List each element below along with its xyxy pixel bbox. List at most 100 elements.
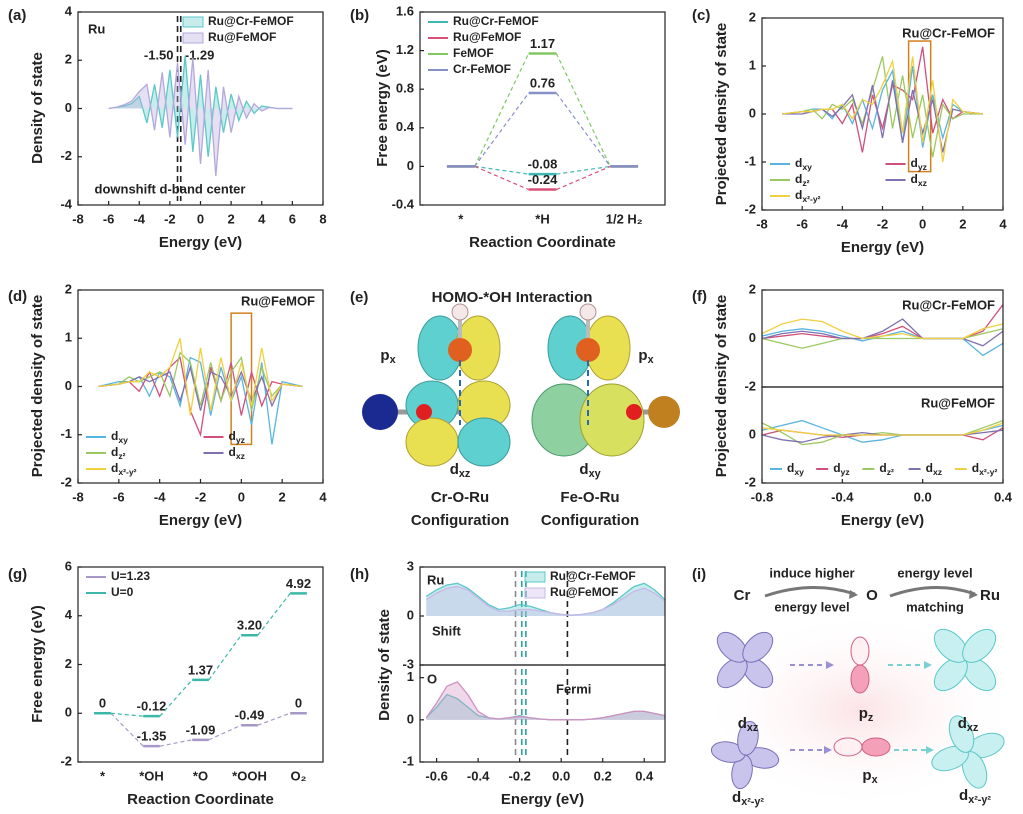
legend-label: Cr-FeMOF xyxy=(453,62,511,76)
y-axis-label: Density of state xyxy=(376,609,393,721)
x-tick-label: 0.4 xyxy=(994,489,1013,504)
area xyxy=(426,583,665,616)
x-tick-label: -2 xyxy=(195,489,207,504)
x-tick-label: -0.4 xyxy=(467,768,490,783)
y-tick-label: 0.8 xyxy=(396,81,414,96)
value-label: -0.24 xyxy=(528,172,558,187)
y-tick-label: 0 xyxy=(749,330,756,345)
x-tick-label: -8 xyxy=(72,489,84,504)
y-tick-label: 1 xyxy=(65,330,72,345)
y-tick-label: 4 xyxy=(65,607,73,622)
config-name: Fe-O-Ru xyxy=(560,489,619,506)
y-tick-label: -2 xyxy=(744,378,756,393)
plot-frame xyxy=(419,11,666,206)
connector xyxy=(110,712,144,717)
value-label: 1.17 xyxy=(530,36,555,51)
orbital xyxy=(710,720,780,790)
x-tick-label: -2 xyxy=(877,216,889,231)
y-tick-label: 0 xyxy=(65,378,72,393)
plot-frame xyxy=(77,566,324,763)
x-tick-label: -8 xyxy=(72,211,84,226)
orbital-label: dxy xyxy=(579,461,600,480)
y-tick-label: 2 xyxy=(749,9,756,24)
y-tick-label: 3 xyxy=(407,558,414,573)
value-label: 1.37 xyxy=(188,662,213,677)
y-tick-label: -2 xyxy=(60,148,72,163)
value-label: -1.09 xyxy=(186,722,216,737)
orbital-label: px xyxy=(380,347,395,366)
legend-label: Ru@FeMOF xyxy=(208,30,276,44)
y-tick-label: 4 xyxy=(65,3,73,18)
legend-label: dxy xyxy=(111,429,128,445)
value-label: -0.49 xyxy=(235,708,265,723)
atom-label: Cr xyxy=(734,587,751,604)
legend-label: dx²-y² xyxy=(795,188,821,204)
x-tick-label: 1/2 H₂ xyxy=(606,211,643,226)
x-tick-label: 2 xyxy=(959,216,966,231)
plot-frame xyxy=(761,386,1004,484)
x-axis-label: Reaction Coordinate xyxy=(469,234,616,251)
series-line xyxy=(98,338,303,416)
x-tick-label: *O xyxy=(193,768,208,783)
x-tick-label: -0.6 xyxy=(425,768,447,783)
y-axis-label: Projected density of state xyxy=(29,295,46,478)
y-tick-label: 0 xyxy=(407,158,414,173)
orbital-label: px xyxy=(638,347,653,366)
orbital xyxy=(716,631,774,689)
x-tick-label: 0.4 xyxy=(635,768,654,783)
series-line xyxy=(761,318,1004,340)
x-tick-label: 0 xyxy=(197,211,204,226)
y-tick-label: 0.4 xyxy=(396,119,415,134)
plot-frame xyxy=(419,664,666,763)
y-tick-label: 0 xyxy=(749,426,756,441)
series-line xyxy=(761,422,1004,436)
x-tick-label: -0.8 xyxy=(751,489,773,504)
panel-label: (a) xyxy=(8,7,26,24)
legend-label: dx²-y² xyxy=(111,461,137,477)
x-tick-label: *OOH xyxy=(232,768,267,783)
connector xyxy=(474,165,529,175)
orbital xyxy=(850,636,870,694)
y-axis-label: Free energy (eV) xyxy=(374,49,391,167)
annotation: Ru@Cr-FeMOF xyxy=(902,297,995,312)
left-structure xyxy=(362,303,511,467)
annotation: Fermi xyxy=(556,681,591,696)
annotation: Ru xyxy=(88,21,105,36)
x-tick-label: 0 xyxy=(919,216,926,231)
right-structure xyxy=(531,303,680,457)
connector xyxy=(474,165,529,191)
config-subtitle: Configuration xyxy=(411,512,509,529)
y-tick-label: 2 xyxy=(65,656,72,671)
y-tick-label: -4 xyxy=(60,196,72,211)
legend-swatch xyxy=(182,32,204,44)
area xyxy=(108,57,293,177)
y-tick-label: 1.6 xyxy=(396,3,414,18)
y-tick-label: -2 xyxy=(744,474,756,489)
x-tick-label: -6 xyxy=(103,211,115,226)
legend-label: dz² xyxy=(879,461,894,477)
plot-frame xyxy=(77,289,324,484)
series-line xyxy=(425,681,666,721)
legend-label: dx²-y² xyxy=(972,461,998,477)
connector xyxy=(208,634,242,681)
y-tick-label: 2 xyxy=(65,52,72,67)
series-line xyxy=(425,582,666,616)
y-axis-label: Density of state xyxy=(29,52,46,164)
legend-label: dz² xyxy=(111,445,126,461)
series-line xyxy=(761,328,1004,357)
x-tick-label: -4 xyxy=(154,489,166,504)
connector xyxy=(556,165,611,191)
y-tick-label: -1 xyxy=(744,153,756,168)
x-tick-label: -4 xyxy=(133,211,145,226)
y-tick-label: 0 xyxy=(407,607,414,622)
x-tick-label: -4 xyxy=(837,216,849,231)
legend-label: dyz xyxy=(229,429,245,445)
panel-e: (e) HOMO-*OH Interaction xyxy=(350,289,680,529)
x-axis-label: Reaction Coordinate xyxy=(127,791,274,808)
step-text: energy level xyxy=(774,599,849,614)
legend-label: Ru@Cr-FeMOF xyxy=(550,569,636,583)
step-text: matching xyxy=(906,599,964,614)
annotation: Shift xyxy=(432,623,462,638)
y-tick-label: -0.4 xyxy=(392,196,415,211)
annotation: Ru@FeMOF xyxy=(921,395,995,410)
